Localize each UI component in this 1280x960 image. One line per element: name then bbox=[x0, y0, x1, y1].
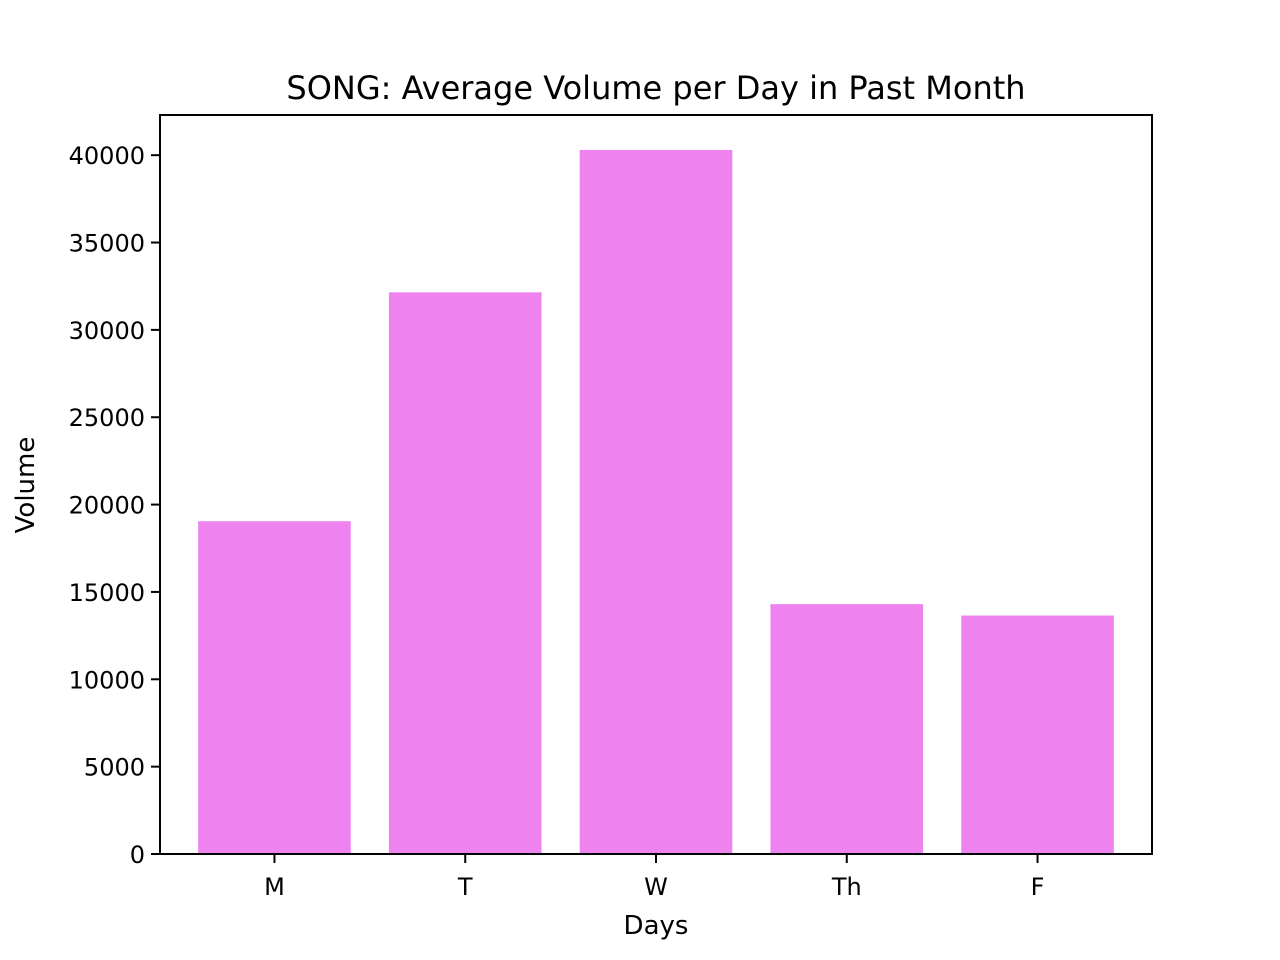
y-tick-label: 15000 bbox=[69, 579, 145, 607]
y-tick-label: 20000 bbox=[69, 492, 145, 520]
bars-group bbox=[198, 149, 1114, 855]
bar-Th bbox=[770, 604, 924, 854]
y-tick-label: 10000 bbox=[69, 666, 145, 694]
y-axis-ticks: 0 5000 10000 15000 20000 25000 30000 35000 40000 bbox=[69, 142, 160, 869]
chart-title: SONG: Average Volume per Day in Past Mon… bbox=[286, 69, 1025, 107]
y-axis-label: Volume bbox=[11, 437, 41, 534]
bar-F bbox=[961, 615, 1114, 854]
x-tick-label: Th bbox=[831, 873, 862, 901]
x-tick-label: T bbox=[457, 873, 473, 901]
y-tick-label: 30000 bbox=[69, 317, 145, 345]
y-tick-label: 5000 bbox=[84, 754, 145, 782]
x-tick-label: W bbox=[644, 873, 668, 901]
x-axis-ticks: M T W Th F bbox=[264, 854, 1044, 901]
y-tick-label: 40000 bbox=[69, 142, 145, 170]
bar-W bbox=[579, 149, 733, 854]
x-tick-label: M bbox=[264, 873, 285, 901]
y-tick-label: 35000 bbox=[69, 230, 145, 258]
plot-frame bbox=[159, 114, 1153, 855]
x-axis-label: Days bbox=[624, 911, 689, 941]
y-tick-label: 0 bbox=[130, 841, 145, 869]
bar-M bbox=[198, 521, 351, 854]
bar-T bbox=[388, 292, 542, 855]
x-tick-label: F bbox=[1031, 873, 1045, 901]
y-tick-label: 25000 bbox=[69, 404, 145, 432]
